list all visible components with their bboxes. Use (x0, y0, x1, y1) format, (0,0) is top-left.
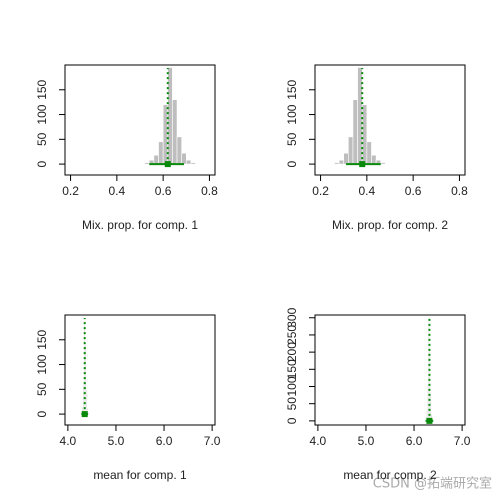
bar (338, 159, 345, 165)
bar (181, 152, 187, 165)
x-tick-label: 5.0 (108, 434, 125, 448)
x-tick-label: 5.0 (358, 434, 375, 448)
y-tick-label: 0 (285, 160, 299, 167)
bar (176, 136, 182, 165)
bar (158, 141, 164, 165)
x-tick-label: 0.4 (359, 184, 376, 198)
x-axis-label: mean for comp. 1 (93, 468, 187, 482)
x-tick-label: 0.6 (155, 184, 172, 198)
plot-box (64, 314, 216, 426)
x-axis-label: Mix. prop. for comp. 1 (82, 218, 198, 232)
x-axis-label: mean for comp. 2 (343, 468, 437, 482)
y-tick-label: 150 (35, 329, 49, 349)
plot-box (314, 314, 466, 426)
x-tick-label: 7.0 (454, 434, 471, 448)
x-axis-label: Mix. prop. for comp. 2 (332, 218, 448, 232)
bar (343, 152, 349, 165)
y-tick-label: 50 (35, 132, 49, 146)
x-tick-label: 0.4 (109, 184, 126, 198)
mean-point (81, 411, 88, 418)
mean-point (359, 161, 366, 168)
mean-point (426, 417, 433, 424)
y-tick-label: 0 (35, 160, 49, 167)
bar (185, 159, 192, 165)
bar (348, 136, 354, 165)
x-tick-label: 4.0 (60, 434, 77, 448)
y-tick-label: 300 (285, 307, 299, 327)
x-tick-label: 0.2 (312, 184, 329, 198)
x-tick-label: 0.2 (62, 184, 79, 198)
bar (167, 67, 173, 165)
x-tick-label: 0.8 (201, 184, 218, 198)
bar (357, 67, 363, 165)
bar (366, 141, 372, 165)
x-tick-label: 6.0 (406, 434, 423, 448)
plot-box (64, 64, 216, 176)
y-tick-label: 50 (35, 382, 49, 396)
y-tick-label: 100 (35, 354, 49, 374)
bar (87, 412, 90, 415)
bar (190, 162, 196, 165)
y-tick-label: 0 (35, 410, 49, 417)
bar (172, 99, 178, 165)
bar (144, 162, 150, 165)
y-tick-label: 100 (285, 104, 299, 124)
watermark: CSDN @拓端研究室 (373, 476, 492, 492)
y-tick-label: 100 (285, 376, 299, 396)
y-tick-label: 200 (285, 342, 299, 362)
x-tick-label: 0.8 (451, 184, 468, 198)
bar (334, 162, 340, 165)
bar (352, 99, 358, 165)
mean-point (164, 161, 171, 168)
y-tick-label: 0 (285, 417, 299, 424)
x-tick-label: 6.0 (156, 434, 173, 448)
bar (371, 154, 377, 165)
y-tick-label: 50 (285, 132, 299, 146)
x-tick-label: 4.0 (310, 434, 327, 448)
y-tick-label: 250 (285, 325, 299, 345)
y-tick-label: 150 (285, 79, 299, 99)
bar (380, 162, 386, 165)
plot-box (314, 64, 466, 176)
bar (153, 154, 159, 165)
y-tick-label: 50 (285, 397, 299, 411)
y-tick-label: 100 (35, 104, 49, 124)
x-tick-label: 0.6 (405, 184, 422, 198)
y-tick-label: 150 (285, 359, 299, 379)
x-tick-label: 7.0 (204, 434, 221, 448)
y-tick-label: 150 (35, 79, 49, 99)
